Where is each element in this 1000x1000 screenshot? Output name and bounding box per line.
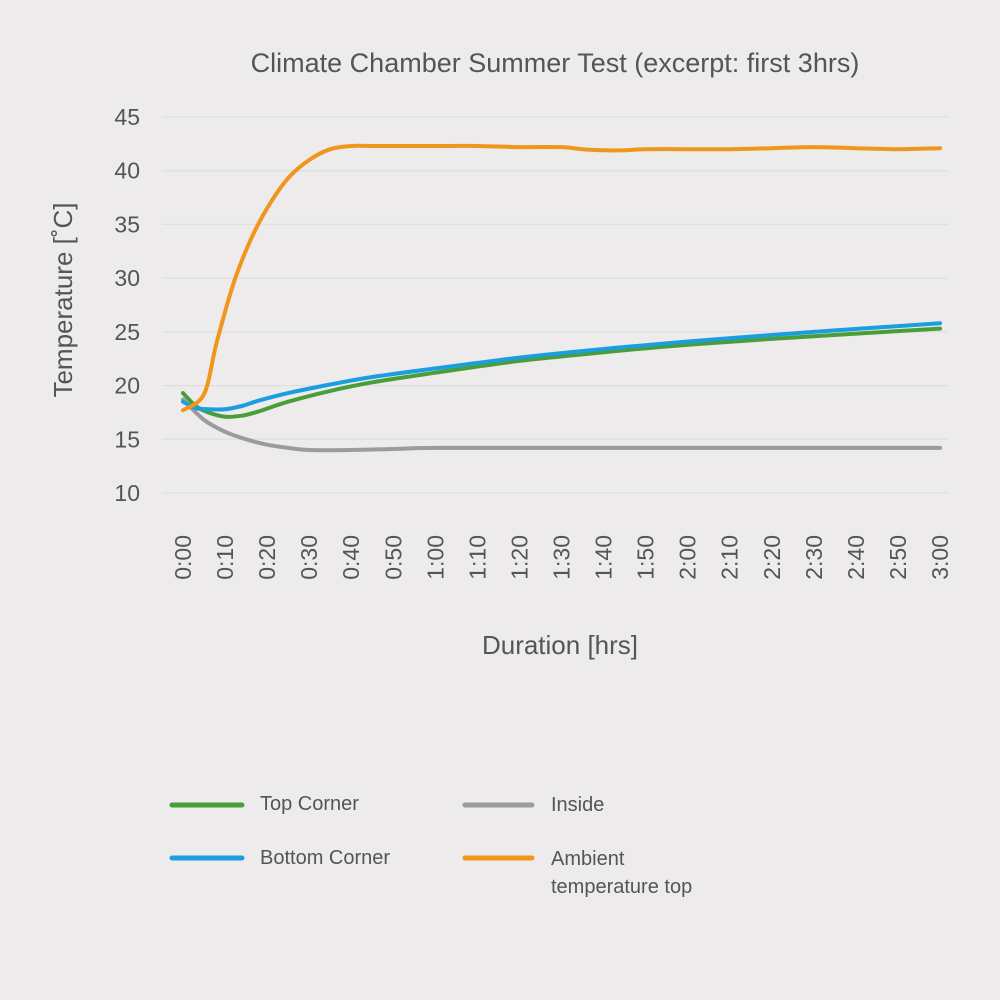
y-tick-label: 40 [114, 158, 140, 184]
x-tick-label: 1:10 [464, 535, 490, 580]
series-line-top-corner [181, 326, 942, 419]
series-line-inside [181, 397, 942, 453]
x-tick-label: 2:20 [759, 535, 785, 580]
x-tick-label: 0:00 [170, 535, 196, 580]
x-tick-label: 1:00 [422, 535, 448, 580]
x-tick-label: 0:20 [254, 535, 280, 580]
legend-label-ambient-line2: temperature top [551, 876, 692, 898]
y-tick-label: 25 [114, 319, 140, 345]
x-tick-label: 2:10 [717, 535, 743, 580]
x-tick-label: 2:00 [675, 535, 701, 580]
x-tick-label: 0:10 [212, 535, 238, 580]
legend: Top Corner Inside Bottom Corner Ambient … [169, 793, 692, 898]
x-tick-label: 1:50 [633, 535, 659, 580]
x-tick-label: 0:50 [380, 535, 406, 580]
legend-label-bottom-corner: Bottom Corner [260, 847, 390, 869]
gridlines [162, 116, 948, 494]
y-axis-title: Temperature [˚C] [48, 202, 78, 397]
x-tick-label: 1:20 [506, 535, 532, 580]
y-tick-label: 10 [114, 480, 140, 506]
y-tick-label: 20 [114, 373, 140, 399]
y-tick-label: 15 [114, 426, 140, 452]
x-tick-label: 1:30 [549, 535, 575, 580]
x-axis-ticks: 0:00 0:10 0:20 0:30 0:40 0:50 1:00 1:10 1:20 1:30… [170, 535, 953, 580]
x-axis-title: Duration [hrs] [482, 630, 638, 660]
legend-label-inside: Inside [551, 794, 604, 816]
x-tick-label: 2:40 [843, 535, 869, 580]
x-tick-label: 1:40 [591, 535, 617, 580]
x-tick-label: 2:30 [801, 535, 827, 580]
y-tick-label: 30 [114, 265, 140, 291]
legend-label-ambient-line1: Ambient [551, 848, 625, 870]
series-line-bottom-corner [181, 321, 942, 412]
series-lines [181, 143, 942, 453]
y-axis-ticks: 10 15 20 25 30 35 40 45 [114, 104, 140, 506]
chart-title: Climate Chamber Summer Test (excerpt: fi… [251, 48, 860, 78]
series-line-ambient-temperature-top [181, 143, 942, 413]
y-tick-label: 45 [114, 104, 140, 130]
x-tick-label: 2:50 [885, 535, 911, 580]
y-tick-label: 35 [114, 211, 140, 237]
legend-label-top-corner: Top Corner [260, 793, 359, 815]
x-tick-label: 0:30 [296, 535, 322, 580]
x-tick-label: 0:40 [338, 535, 364, 580]
x-tick-label: 3:00 [927, 535, 953, 580]
